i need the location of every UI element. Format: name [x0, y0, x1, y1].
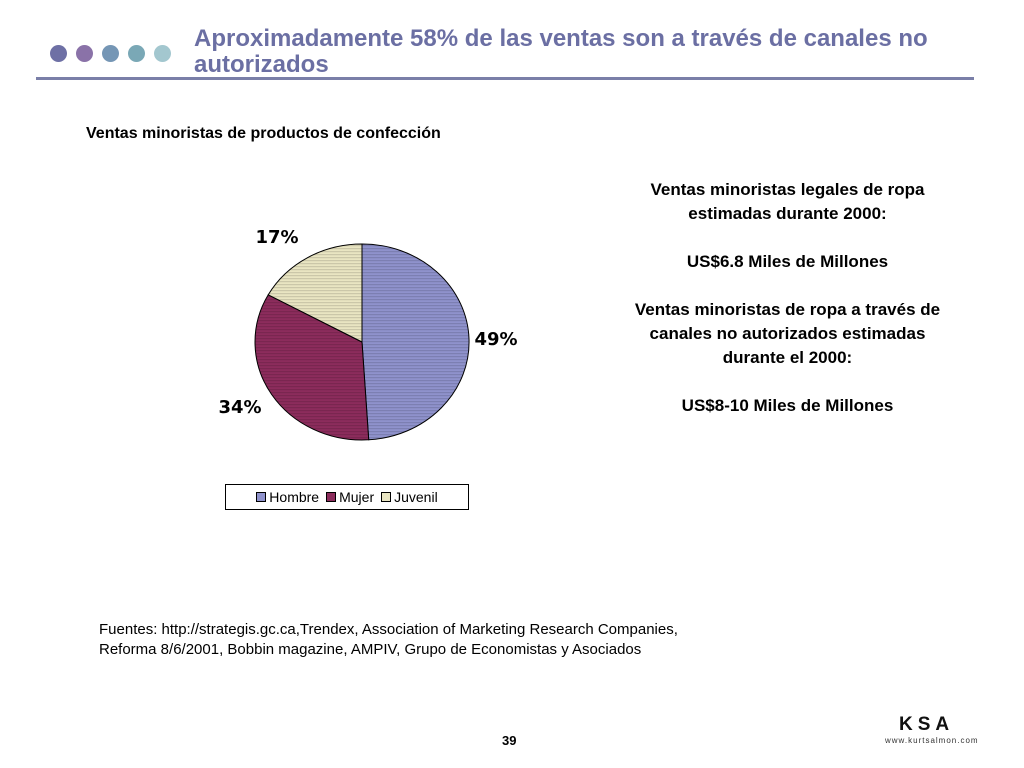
decorative-dots: [50, 45, 171, 62]
legal-sales-line2: estimadas durante 2000:: [688, 204, 887, 223]
dot-5: [154, 45, 171, 62]
page-number: 39: [502, 733, 517, 748]
title-divider: [36, 77, 974, 80]
slide-title: Aproximadamente 58% de las ventas son a …: [194, 26, 994, 78]
pie-slice-texture-juvenil: [268, 244, 362, 342]
legend-swatch-hombre: [256, 492, 267, 502]
legend-item-mujer: Mujer: [326, 489, 374, 505]
sources-line1: Fuentes: http://strategis.gc.ca,Trendex,…: [99, 621, 678, 638]
logo-url: www.kurtsalmon.com: [885, 736, 979, 745]
legend-swatch-juvenil: [381, 492, 392, 502]
slide-title-line1: Aproximadamente 58% de las ventas son a …: [194, 25, 928, 52]
unauthorized-sales-line2: canales no autorizados estimadas: [649, 324, 926, 343]
dot-2: [76, 45, 93, 62]
dot-4: [128, 45, 145, 62]
pie-label-juvenil: 17%: [255, 227, 298, 248]
pie-chart: 49% 34% 17%: [218, 227, 518, 441]
sources-line2: Reforma 8/6/2001, Bobbin magazine, AMPIV…: [99, 641, 642, 658]
unauthorized-sales-line3: durante el 2000:: [722, 348, 853, 367]
unauthorized-sales-line1: Ventas minoristas de ropa a través de: [634, 300, 941, 319]
legend-item-juvenil: Juvenil: [381, 489, 438, 505]
chart-legend: Hombre Mujer Juvenil: [225, 484, 469, 510]
legal-sales-value: US$6.8 Miles de Millones: [686, 252, 889, 271]
pie-label-mujer: 34%: [218, 397, 261, 418]
legend-item-hombre: Hombre: [256, 489, 319, 505]
sales-info-box: Ventas minoristas legales de ropa estima…: [600, 178, 975, 418]
legend-label-mujer: Mujer: [339, 489, 375, 505]
sources-note: Fuentes: http://strategis.gc.ca,Trendex,…: [99, 620, 799, 660]
legend-label-juvenil: Juvenil: [394, 489, 438, 505]
legend-swatch-mujer: [326, 492, 337, 502]
legal-sales-line1: Ventas minoristas legales de ropa: [650, 180, 925, 199]
slide-title-line2: autorizados: [194, 51, 329, 78]
pie-slice-texture-hombre: [362, 243, 470, 440]
dot-3: [102, 45, 119, 62]
chart-caption: Ventas minoristas de productos de confec…: [86, 125, 441, 142]
pie-label-hombre: 49%: [474, 329, 517, 350]
ksa-logo: KSA: [899, 714, 955, 735]
unauthorized-sales-value: US$8-10 Miles de Millones: [681, 396, 894, 415]
legend-label-hombre: Hombre: [269, 489, 320, 505]
dot-1: [50, 45, 67, 62]
